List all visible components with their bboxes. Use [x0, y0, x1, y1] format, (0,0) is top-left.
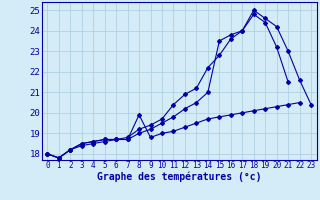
X-axis label: Graphe des températures (°c): Graphe des températures (°c): [97, 172, 261, 182]
